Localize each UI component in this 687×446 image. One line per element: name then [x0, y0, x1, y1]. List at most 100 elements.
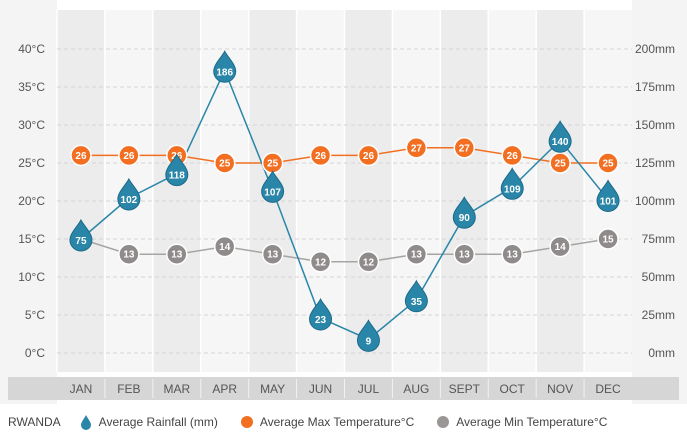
min-temp-value-label: 13 [171, 250, 183, 261]
rainfall-point [117, 177, 141, 211]
min-temp-value-label: 15 [602, 235, 614, 246]
max-temp-value-label: 25 [555, 159, 567, 170]
min-temp-point [405, 243, 428, 265]
rainfall-value-label: 75 [75, 236, 87, 247]
left-tick-label: 25°C [18, 156, 45, 170]
rainfall-point [261, 170, 285, 203]
left-tick-label: 5°C [25, 308, 45, 322]
x-tick-label: JAN [70, 382, 93, 396]
rainfall-point [548, 120, 572, 153]
right-tick-label: 200mm [635, 42, 675, 56]
x-axis-bar [8, 377, 679, 400]
left-tick-label: 20°C [18, 194, 45, 208]
max-temp-value-label: 26 [363, 151, 375, 162]
x-tick-label: FEB [117, 382, 140, 396]
rainfall-value-label: 102 [121, 195, 138, 206]
left-axis-panel [0, 0, 57, 404]
max-temp-value-label: 26 [75, 151, 87, 162]
min-temp-point [357, 251, 380, 273]
rainfall-point [165, 153, 189, 187]
rainfall-point [69, 218, 93, 252]
legend-min-label: Average Min Temperature°C [456, 415, 608, 429]
x-tick-label: MAY [260, 382, 285, 396]
max-temp-value-label: 26 [123, 151, 135, 162]
right-tick-label: 0mm [648, 346, 675, 360]
max-temp-point [213, 152, 236, 174]
min-temp-value-label: 13 [507, 250, 519, 261]
right-tick-label: 150mm [635, 118, 675, 132]
min-temp-value-label: 14 [219, 242, 231, 253]
month-band [344, 10, 393, 372]
rainfall-value-label: 109 [504, 184, 521, 195]
min-temp-point [501, 243, 523, 265]
max-temp-point [501, 144, 523, 167]
max-temp-value-label: 25 [602, 159, 614, 170]
max-temp-value-label: 27 [459, 143, 471, 154]
min-temp-point [549, 235, 571, 258]
rainfall-point [356, 319, 380, 352]
rainfall-value-label: 101 [600, 196, 617, 207]
chart-legend: RWANDA Average Rainfall (mm) Average Max… [0, 404, 687, 440]
left-tick-label: 35°C [18, 80, 45, 94]
right-tick-label: 175mm [635, 80, 675, 94]
x-tick-label: SEPT [449, 382, 481, 396]
min-temp-value-label: 13 [123, 250, 135, 261]
min-temp-value-label: 13 [459, 250, 471, 261]
legend-item-min-temp: Average Min Temperature°C [436, 415, 607, 429]
rainfall-point [452, 196, 476, 229]
legend-max-label: Average Max Temperature°C [259, 415, 415, 429]
x-tick-label: DEC [595, 382, 621, 396]
rainfall-value-label: 140 [552, 137, 569, 148]
max-temp-value-label: 25 [219, 159, 231, 170]
x-tick-label: NOV [547, 382, 573, 396]
right-axis-panel [632, 0, 687, 404]
min-temp-value-label: 12 [315, 257, 327, 268]
month-band [536, 10, 585, 372]
right-tick-label: 50mm [642, 270, 675, 284]
min-temp-value-label: 13 [267, 250, 279, 261]
month-band [440, 10, 489, 372]
min-temp-value-label: 14 [555, 242, 567, 253]
right-tick-label: 125mm [635, 156, 675, 170]
x-tick-label: OCT [500, 382, 526, 396]
x-tick-label: AUG [403, 382, 429, 396]
max-temp-value-label: 26 [315, 151, 327, 162]
max-temp-point [405, 137, 428, 159]
country-label: RWANDA [8, 415, 61, 429]
left-tick-label: 15°C [18, 232, 45, 246]
max-temp-value-label: 27 [411, 143, 423, 154]
x-tick-label: APR [212, 382, 237, 396]
right-tick-label: 100mm [635, 194, 675, 208]
raindrop-icon [80, 415, 91, 430]
rainfall-value-label: 118 [169, 171, 186, 182]
rainfall-value-label: 107 [264, 187, 281, 198]
max-temp-point [118, 144, 140, 167]
max-temp-value-label: 25 [267, 159, 279, 170]
min-temp-value-label: 13 [411, 250, 423, 261]
right-tick-label: 75mm [642, 232, 675, 246]
rainfall-point [213, 50, 237, 83]
max-temp-point [309, 144, 332, 167]
max-temp-point [453, 137, 476, 159]
max-temp-point [597, 152, 619, 174]
chart-plot: 0°C 5°C 10°C 15°C 20°C 25°C 30°C 35°C 40°C 0mm 25m… [0, 0, 687, 404]
left-tick-label: 30°C [18, 118, 45, 132]
right-tick-label: 25mm [642, 308, 675, 322]
rainfall-value-label: 186 [216, 67, 233, 78]
legend-rainfall-label: Average Rainfall (mm) [98, 415, 218, 429]
max-temp-point [357, 144, 380, 167]
max-temp-point [549, 152, 571, 174]
min-temp-point [213, 235, 236, 258]
rainfall-point [309, 297, 333, 331]
month-band [152, 10, 201, 372]
rainfall-value-label: 23 [315, 315, 327, 326]
rainfall-value-label: 9 [366, 336, 372, 347]
orange-dot-icon [240, 416, 253, 428]
x-tick-label: MAR [163, 382, 190, 396]
left-tick-label: 0°C [25, 346, 45, 360]
min-temp-point [453, 243, 476, 265]
month-band [392, 10, 441, 372]
min-temp-point [261, 243, 284, 265]
rainfall-value-label: 90 [459, 213, 471, 224]
legend-item-max-temp: Average Max Temperature°C [240, 415, 414, 429]
